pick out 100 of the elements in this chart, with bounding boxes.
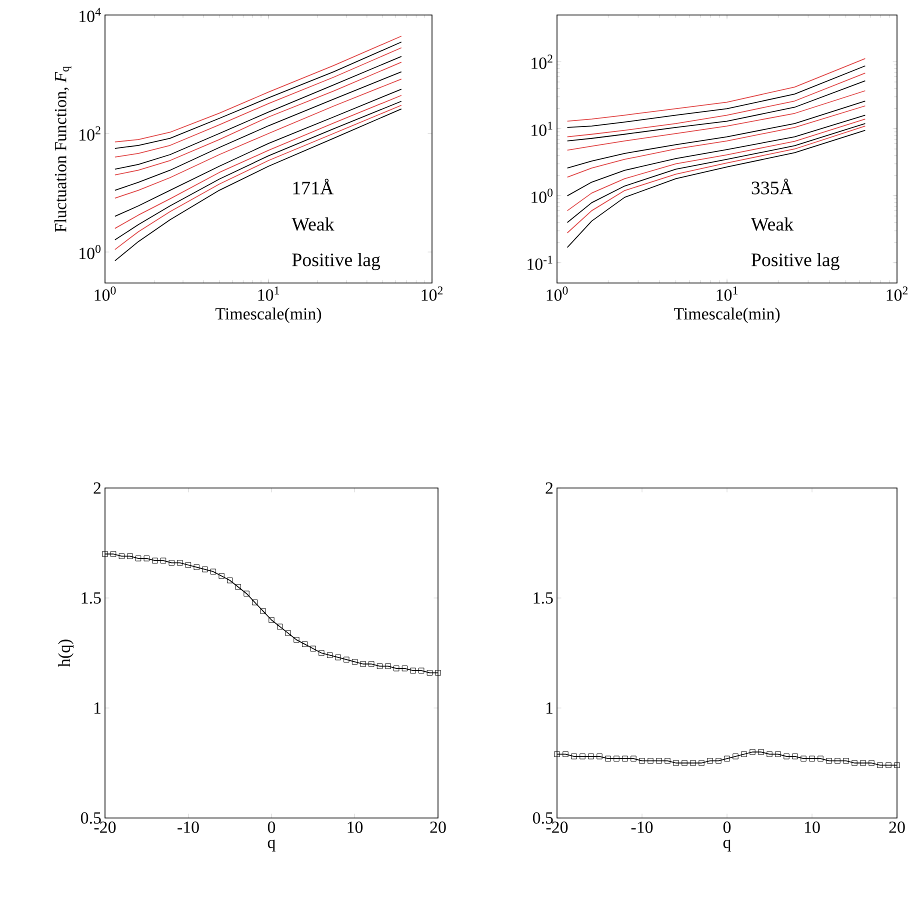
y-tick-label: 2	[546, 482, 553, 494]
point	[418, 668, 424, 674]
point	[110, 551, 116, 557]
y-tick-label: 10$^{0}$	[532, 188, 553, 203]
point	[894, 762, 900, 768]
point	[886, 762, 892, 768]
point	[818, 756, 824, 762]
point	[682, 760, 688, 766]
point	[596, 754, 602, 760]
annotation: Positive lag	[751, 252, 840, 270]
y-tick-label: 10$^{4}$	[80, 8, 101, 22]
point	[352, 658, 358, 665]
y-axis-title: h(q)	[58, 640, 74, 667]
x-tick-label: -20	[546, 822, 568, 833]
point	[707, 758, 713, 764]
point	[152, 558, 158, 564]
point	[741, 751, 747, 758]
y-tick-label: 10$^{-1}$	[528, 256, 552, 270]
x-tick-label: 0	[723, 822, 731, 833]
point	[252, 600, 258, 606]
y-tick-label: 2	[94, 482, 101, 494]
point	[664, 758, 670, 764]
point	[194, 564, 200, 570]
y-tick-label: 1.5	[82, 592, 101, 604]
point	[724, 756, 730, 762]
y-tick-label: 0.5	[532, 812, 553, 824]
x-tick-label: 10	[348, 822, 363, 833]
x-tick-label: -20	[94, 822, 116, 833]
point	[614, 756, 620, 762]
point	[834, 758, 840, 764]
point	[809, 756, 815, 762]
y-tick-label: 1.5	[534, 592, 553, 604]
point	[868, 760, 874, 766]
point	[826, 758, 832, 764]
point	[571, 754, 577, 760]
point	[360, 661, 366, 667]
point	[562, 751, 568, 758]
point	[268, 617, 274, 623]
point	[410, 668, 416, 674]
y-tick-label: 10$^{2}$	[80, 126, 100, 141]
point	[160, 558, 166, 564]
annotation: Positive lag	[292, 252, 380, 270]
point	[648, 758, 654, 764]
point	[800, 756, 806, 762]
point	[732, 754, 738, 760]
point	[368, 661, 374, 667]
x-tick-label: -10	[631, 822, 653, 833]
point	[218, 573, 224, 579]
annotation: 171Å	[293, 178, 334, 194]
point	[716, 758, 722, 764]
point	[630, 756, 636, 762]
point	[580, 754, 586, 760]
point	[344, 656, 350, 662]
point	[185, 562, 192, 568]
point	[698, 760, 704, 766]
annotation: Weak	[292, 217, 334, 231]
point	[244, 590, 250, 596]
point	[605, 756, 611, 762]
x-tick-label: 10$^{1}$	[716, 286, 738, 301]
point	[177, 560, 183, 566]
point	[435, 670, 441, 676]
point	[852, 760, 858, 766]
point	[385, 663, 391, 670]
point	[766, 751, 772, 758]
point	[310, 646, 316, 652]
point	[750, 749, 756, 755]
x-axis-title: q	[268, 840, 276, 852]
point	[690, 760, 696, 766]
point	[294, 636, 300, 643]
point	[326, 652, 333, 658]
point	[588, 754, 594, 760]
point	[302, 641, 308, 648]
point	[118, 553, 124, 560]
x-tick-label: 20	[430, 822, 446, 833]
y-tick-label: 1	[546, 702, 552, 714]
point	[335, 654, 341, 660]
point	[426, 670, 433, 676]
point	[227, 578, 233, 584]
point	[843, 758, 849, 764]
y-tick-label: 10$^{1}$	[532, 122, 552, 136]
x-tick-label: 10$^{2}$	[886, 286, 908, 301]
point	[318, 650, 324, 656]
point	[656, 758, 662, 764]
y-tick-label: 0.5	[80, 812, 101, 824]
point	[622, 756, 628, 762]
point	[235, 584, 242, 590]
point	[127, 553, 133, 560]
x-axis-title: Timescale(min)	[216, 308, 322, 324]
point	[135, 556, 142, 562]
point	[554, 751, 560, 758]
x-axis-title: Timescale(min)	[674, 308, 780, 324]
point	[877, 762, 883, 768]
point	[792, 754, 798, 760]
point	[210, 568, 216, 574]
point	[285, 630, 291, 636]
y-tick-label: 10$^{2}$	[532, 54, 552, 69]
point	[376, 663, 383, 670]
x-tick-label: 0	[268, 822, 276, 833]
y-tick-label: 1	[94, 702, 100, 714]
y-tick-label: 10$^{0}$	[80, 244, 101, 260]
